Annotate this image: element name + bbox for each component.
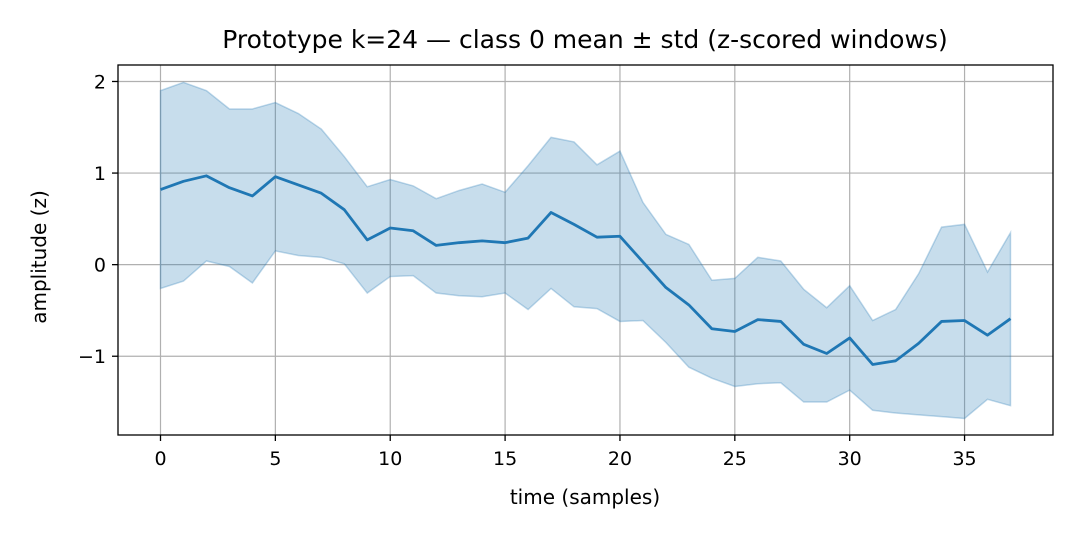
x-tick-label: 15 — [493, 448, 517, 470]
y-tick-label: 0 — [94, 255, 106, 277]
x-axis-label: time (samples) — [510, 485, 660, 509]
std-band-area — [159, 81, 1012, 420]
y-tick-label: −1 — [78, 346, 106, 368]
x-tick-label: 5 — [269, 448, 281, 470]
grid-lines — [118, 65, 1053, 435]
x-axis-ticks: 0 5 10 15 20 25 30 35 — [154, 435, 977, 470]
x-tick-label: 30 — [838, 448, 862, 470]
x-tick-label: 25 — [723, 448, 747, 470]
mean-line — [160, 174, 1012, 366]
x-tick-label: 10 — [378, 448, 402, 470]
x-tick-label: 20 — [608, 448, 632, 470]
plot-frame — [117, 64, 1054, 436]
y-tick-label: 1 — [94, 163, 106, 185]
y-axis-label: amplitude (z) — [27, 190, 51, 324]
mean-line-layer — [160, 174, 1012, 366]
std-band — [159, 81, 1012, 420]
x-tick-label: 35 — [952, 448, 976, 470]
y-tick-label: 2 — [94, 71, 106, 93]
y-axis-ticks: −1 0 1 2 — [78, 71, 118, 368]
x-tick-label: 0 — [154, 448, 166, 470]
chart-title: Prototype k=24 — class 0 mean ± std (z-s… — [222, 25, 947, 54]
